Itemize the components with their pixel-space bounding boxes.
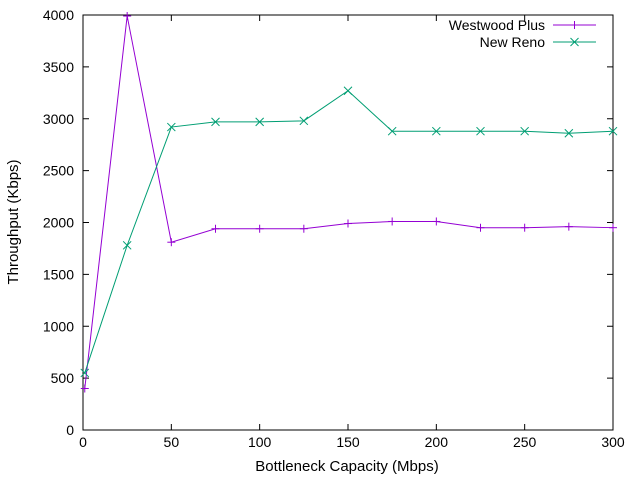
series-new-reno: [80, 86, 618, 378]
data-point-new-reno-d2: [166, 122, 176, 132]
x-tick-label: 200: [425, 434, 449, 450]
data-point-new-reno-d2: [608, 126, 618, 136]
y-tick-label: 500: [51, 370, 75, 386]
y-tick-label: 1500: [43, 266, 74, 282]
series-layer: [80, 12, 618, 393]
data-point-new-reno-d2: [431, 126, 441, 136]
data-point-new-reno-d2: [255, 117, 265, 127]
data-point-new-reno-d2: [211, 117, 220, 127]
y-tick-label: 2500: [43, 163, 74, 179]
y-tick-label: 0: [66, 422, 74, 438]
y-axis-title: Throughput (Kbps): [5, 159, 22, 284]
y-tick-label: 1000: [43, 318, 74, 334]
axis-ticks: 0 50 100 150 200 250 3000500100015002000250030…: [43, 7, 625, 450]
x-tick-label: 150: [336, 434, 360, 450]
y-tick-label: 2000: [43, 215, 74, 231]
data-point-new-reno-d2: [122, 240, 132, 250]
data-point-new-reno-d2: [299, 116, 309, 126]
series-westwood-plus: [80, 12, 617, 393]
legend-item-westwood-plus: Westwood Plus: [449, 17, 596, 33]
legend-item-new-reno: New Reno: [480, 34, 596, 50]
x-tick-label: 100: [248, 434, 272, 450]
legend-marker-new-reno-d2: [570, 37, 579, 47]
legend-label-new-reno: New Reno: [480, 34, 546, 50]
series-line-new-reno: [84, 90, 614, 374]
y-tick-label: 3000: [43, 111, 74, 127]
data-point-new-reno-d2: [564, 128, 574, 138]
y-tick-label: 3500: [43, 59, 74, 75]
x-axis-title: Bottleneck Capacity (Mbps): [255, 458, 438, 475]
x-tick-label: 50: [164, 434, 180, 450]
data-point-new-reno-d2: [387, 126, 397, 136]
x-tick-label: 250: [513, 434, 537, 450]
legend-label-westwood-plus: Westwood Plus: [449, 17, 545, 33]
data-point-new-reno-d2: [476, 126, 485, 136]
x-tick-label: 0: [79, 434, 87, 450]
y-tick-label: 4000: [43, 7, 74, 23]
series-line-westwood-plus: [84, 15, 614, 389]
data-point-new-reno-d2: [520, 126, 530, 136]
data-point-new-reno-d2: [343, 86, 353, 96]
x-tick-label: 300: [601, 434, 625, 450]
data-point-new-reno-d2: [80, 368, 90, 378]
